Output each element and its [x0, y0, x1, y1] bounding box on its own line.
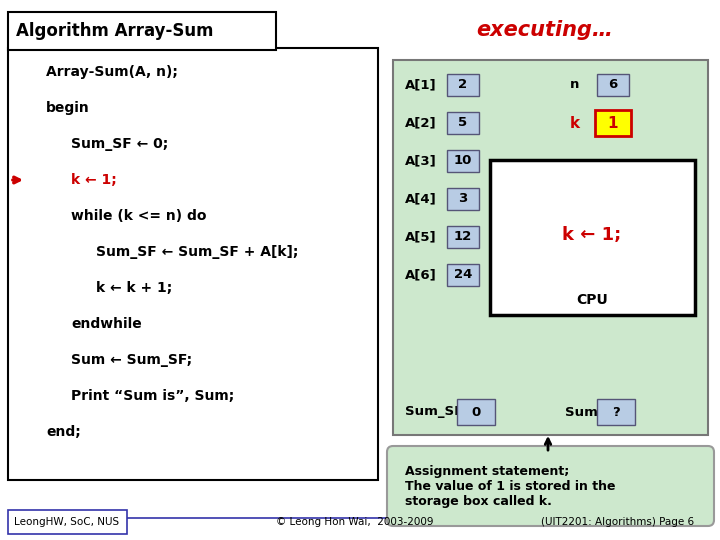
Text: n: n: [570, 78, 580, 91]
Text: Print “Sum is”, Sum;: Print “Sum is”, Sum;: [71, 389, 234, 403]
Text: 6: 6: [608, 78, 618, 91]
FancyBboxPatch shape: [597, 74, 629, 96]
Text: Sum_SF ← 0;: Sum_SF ← 0;: [71, 137, 168, 151]
Text: 2: 2: [459, 78, 467, 91]
Text: while (k <= n) do: while (k <= n) do: [71, 209, 207, 223]
Text: begin: begin: [46, 101, 90, 115]
Text: (UIT2201: Algorithms) Page 6: (UIT2201: Algorithms) Page 6: [541, 517, 695, 527]
Text: ?: ?: [612, 406, 620, 419]
FancyBboxPatch shape: [595, 110, 631, 136]
Text: LeongHW, SoC, NUS: LeongHW, SoC, NUS: [14, 517, 120, 527]
Text: A[3]: A[3]: [405, 154, 437, 167]
FancyBboxPatch shape: [447, 150, 479, 172]
Text: 1: 1: [608, 116, 618, 131]
Text: A[2]: A[2]: [405, 117, 436, 130]
Text: 0: 0: [472, 406, 481, 419]
FancyBboxPatch shape: [447, 226, 479, 248]
Text: 12: 12: [454, 231, 472, 244]
Text: CPU: CPU: [576, 293, 608, 307]
Text: A[6]: A[6]: [405, 268, 437, 281]
FancyBboxPatch shape: [393, 60, 708, 435]
Text: executing…: executing…: [477, 20, 613, 40]
Text: k ← 1;: k ← 1;: [562, 226, 621, 244]
FancyBboxPatch shape: [447, 188, 479, 210]
FancyBboxPatch shape: [8, 510, 127, 534]
Text: endwhile: endwhile: [71, 317, 142, 331]
Text: 3: 3: [459, 192, 467, 206]
Text: 10: 10: [454, 154, 472, 167]
Text: Sum_SF: Sum_SF: [405, 406, 463, 419]
Text: Sum ← Sum_SF;: Sum ← Sum_SF;: [71, 353, 192, 367]
Text: 5: 5: [459, 117, 467, 130]
Text: A[4]: A[4]: [405, 192, 437, 206]
Text: end;: end;: [46, 425, 81, 439]
Text: k ← k + 1;: k ← k + 1;: [96, 281, 172, 295]
Text: Algorithm Array-Sum: Algorithm Array-Sum: [16, 22, 214, 40]
Text: Assignment statement;
The value of 1 is stored in the
storage box called k.: Assignment statement; The value of 1 is …: [405, 464, 616, 508]
Text: Array-Sum(A, n);: Array-Sum(A, n);: [46, 65, 178, 79]
FancyBboxPatch shape: [597, 399, 635, 425]
FancyBboxPatch shape: [8, 12, 276, 50]
Text: A[5]: A[5]: [405, 231, 436, 244]
Text: Sum_SF ← Sum_SF + A[k];: Sum_SF ← Sum_SF + A[k];: [96, 245, 298, 259]
FancyBboxPatch shape: [447, 112, 479, 134]
FancyBboxPatch shape: [8, 48, 378, 480]
FancyBboxPatch shape: [490, 160, 695, 315]
Text: © Leong Hon Wai,  2003-2009: © Leong Hon Wai, 2003-2009: [276, 517, 433, 527]
Text: k ← 1;: k ← 1;: [71, 173, 117, 187]
Text: 24: 24: [454, 268, 472, 281]
FancyBboxPatch shape: [457, 399, 495, 425]
FancyBboxPatch shape: [387, 446, 714, 526]
FancyBboxPatch shape: [447, 264, 479, 286]
Text: Sum: Sum: [565, 406, 598, 419]
Text: k: k: [570, 116, 580, 131]
Text: A[1]: A[1]: [405, 78, 436, 91]
FancyBboxPatch shape: [447, 74, 479, 96]
